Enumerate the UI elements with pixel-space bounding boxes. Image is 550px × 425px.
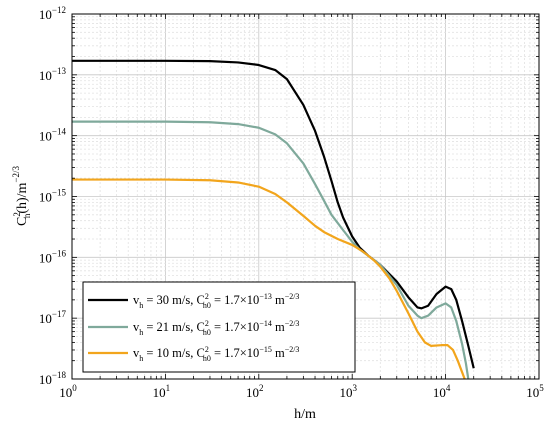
y-tick-label: 10−17	[39, 309, 67, 326]
x-tick-label: 101	[153, 383, 171, 400]
legend: vh = 30 m/s, C2 n0 = 1.7×10−13 m−2/3 vh = …	[82, 281, 356, 373]
y-axis-title: C2n(h)/m−2/3	[11, 165, 32, 226]
tick-labels: 100 101 102 103 104 105 10−18 10−17 10−16 10−15 10…	[39, 5, 544, 400]
x-tick-label: 105	[526, 383, 544, 400]
y-tick-label: 10−12	[39, 5, 66, 22]
y-tick-label: 10−14	[39, 127, 67, 144]
y-tick-label: 10−16	[39, 248, 67, 265]
series-line-1	[72, 59, 475, 369]
x-tick-label: 103	[339, 383, 357, 400]
legend-label-3: vh = 10 m/s, C2 n0 = 1.7×10−15 m−2/3	[133, 345, 299, 363]
legend-box	[82, 281, 356, 373]
series-group	[72, 59, 475, 379]
ticks	[71, 14, 539, 380]
series-line-3	[72, 178, 466, 379]
x-tick-label: 100	[59, 383, 77, 400]
y-tick-label: 10−13	[39, 66, 67, 83]
y-tick-label: 10−18	[39, 370, 67, 387]
x-axis-title: h/m	[294, 407, 316, 422]
legend-label-2: vh = 21 m/s, C2 n0 = 1.7×10−14 m−2/3	[133, 319, 299, 337]
x-tick-label: 104	[433, 383, 451, 400]
x-tick-label: 102	[246, 383, 263, 400]
y-tick-label: 10−15	[39, 188, 67, 205]
legend-label-1: vh = 30 m/s, C2 n0 = 1.7×10−13 m−2/3	[133, 292, 299, 310]
